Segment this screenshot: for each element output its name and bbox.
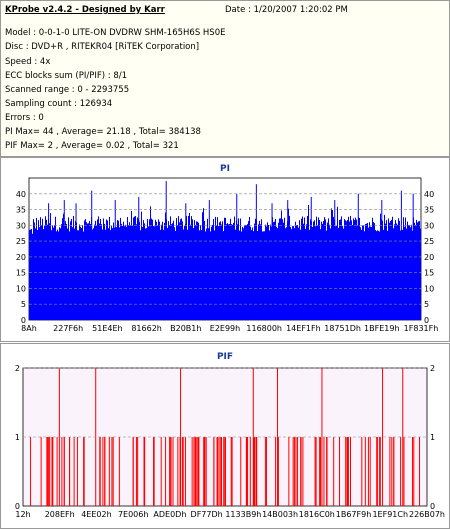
- y-tick-label-left: 15: [16, 269, 26, 278]
- info-model: Model : 0-0-1-0 LITE-ON DVDRW SHM-165H6S…: [5, 28, 226, 38]
- pif-chart-panel: PIF 0 0 1 1 2 2 12h 208EFh 4EE02h 7E006h ADE0Dh DF77…: [0, 343, 450, 529]
- x-tick-label: 1133B9h: [225, 510, 261, 519]
- y-tick-label-right: 5: [424, 300, 429, 309]
- x-tick-label: 18751Dh: [324, 324, 361, 333]
- x-tick-label: 4EE02h: [81, 510, 111, 519]
- x-tick-label: 226B07h: [409, 510, 445, 519]
- info-disc: Disc : DVD+R , RITEKR04 [RiTEK Corporati…: [5, 42, 200, 52]
- x-tick-label: E2E99h: [210, 324, 240, 333]
- series-bars: [30, 368, 421, 506]
- x-tick-label: 1816C0h: [299, 510, 335, 519]
- y-tick-label-right: 0: [424, 316, 429, 325]
- x-tick-label: ADE0Dh: [153, 510, 186, 519]
- y-tick-label-right: 20: [424, 253, 434, 262]
- x-tick-label: 1EF91Ch: [372, 510, 408, 519]
- y-tick-label-right: 25: [424, 237, 434, 246]
- y-tick-label-left: 35: [16, 206, 26, 215]
- y-tick-label-right: 1: [430, 433, 435, 442]
- pif-chart: PIF 0 0 1 1 2 2 12h 208EFh 4EE02h 7E006h ADE0Dh DF77…: [15, 352, 445, 519]
- x-tick-label: 116800h: [246, 324, 282, 333]
- info-speed: Speed : 4x: [5, 57, 51, 67]
- x-tick-label: 1B67F9h: [336, 510, 372, 519]
- info-panel: KProbe v2.4.2 - Designed by Karr Date : …: [0, 0, 450, 157]
- x-tick-label: 14EF1Fh: [286, 324, 321, 333]
- y-tick-label-left: 40: [16, 190, 26, 199]
- x-tick-label: 8Ah: [21, 324, 37, 333]
- x-tick-label: B20B1h: [170, 324, 201, 333]
- x-tick-label: 14B003h: [262, 510, 298, 519]
- x-tick-label: 51E4Eh: [92, 324, 122, 333]
- y-tick-label-left: 0: [15, 502, 20, 511]
- info-pif-stats: PIF Max= 2 , Average= 0.02 , Total= 321: [5, 141, 179, 151]
- x-tick-label: 208EFh: [45, 510, 75, 519]
- y-tick-label-right: 0: [430, 502, 435, 511]
- y-tick-label-left: 10: [16, 284, 26, 293]
- x-tick-label: 7E006h: [118, 510, 148, 519]
- scan-date: Date : 1/20/2007 1:20:02 PM: [225, 5, 348, 15]
- x-tick-label: 1BFE19h: [364, 324, 399, 333]
- x-tick-label: 227F6h: [53, 324, 83, 333]
- info-pi-stats: PI Max= 44 , Average= 21.18 , Total= 384…: [5, 127, 201, 137]
- y-tick-label-left: 5: [21, 300, 26, 309]
- chart-title: PI: [220, 164, 230, 174]
- y-tick-label-right: 30: [424, 221, 434, 230]
- info-sampling-count: Sampling count : 126934: [5, 99, 113, 109]
- y-tick-label-left: 0: [21, 316, 26, 325]
- y-tick-label-right: 2: [430, 364, 435, 373]
- x-tick-label: DF77Dh: [191, 510, 223, 519]
- chart-title: PIF: [217, 352, 233, 362]
- pi-chart: PI 0 0 5 5 10 10 15 15 20 20 25 25 30 30 35 35 40 40 8Ah 227…: [16, 164, 439, 333]
- x-tick-label: 12h: [15, 510, 30, 519]
- info-ecc-sum: ECC blocks sum (PI/PIF) : 8/1: [5, 71, 128, 81]
- y-tick-label-left: 1: [15, 433, 20, 442]
- y-tick-label-left: 2: [15, 364, 20, 373]
- pi-chart-panel: PI 0 0 5 5 10 10 15 15 20 20 25 25 30 30 35 35 40 40 8Ah 227…: [0, 157, 450, 342]
- y-tick-label-left: 30: [16, 221, 26, 230]
- y-tick-label-right: 15: [424, 269, 434, 278]
- app-title: KProbe v2.4.2 - Designed by Karr: [5, 5, 165, 15]
- info-scanned-range: Scanned range : 0 - 2293755: [5, 85, 130, 95]
- info-errors: Errors : 0: [5, 113, 44, 123]
- y-tick-label-right: 40: [424, 190, 434, 199]
- x-tick-label: 1F831Fh: [404, 324, 439, 333]
- series-bars: [29, 181, 421, 320]
- x-tick-label: 81662h: [131, 324, 162, 333]
- y-tick-label-right: 10: [424, 284, 434, 293]
- y-tick-label-left: 20: [16, 253, 26, 262]
- y-tick-label-right: 35: [424, 206, 434, 215]
- y-tick-label-left: 25: [16, 237, 26, 246]
